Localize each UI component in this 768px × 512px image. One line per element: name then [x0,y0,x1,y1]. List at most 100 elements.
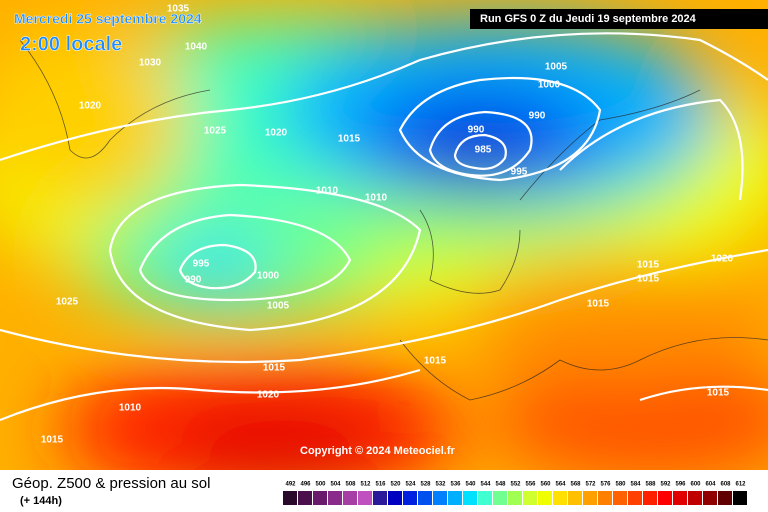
colorbar-label: 548 [495,482,506,488]
colorbar-swatch [508,491,522,505]
colorbar-swatch [343,491,357,505]
colorbar-swatch [553,491,567,505]
isobar-label: 1010 [316,186,339,197]
colorbar-swatch [433,491,447,505]
copyright: Copyright © 2024 Meteociel.fr [300,445,456,457]
colorbar-swatch [418,491,432,505]
isobar-label: 1030 [139,58,162,69]
colorbar-label: 560 [540,482,551,488]
isobar-label: 1010 [119,403,142,414]
colorbar-label: 552 [510,482,521,488]
isobar-label: 1015 [587,299,610,310]
colorbar-label: 532 [435,482,446,488]
colorbar-label: 568 [570,482,581,488]
colorbar-swatch [298,491,312,505]
colorbar-label: 604 [705,482,716,488]
colorbar-swatch [613,491,627,505]
isobar-label: 990 [468,125,485,136]
colorbar-label: 520 [390,482,401,488]
colorbar-swatch [328,491,342,505]
isobar-label: 1025 [56,297,79,308]
isobar-label: 1015 [424,356,447,367]
colorbar-swatch [403,491,417,505]
colorbar-label: 580 [615,482,626,488]
isobar-label: 1015 [637,260,660,271]
colorbar-swatch [358,491,372,505]
colorbar-swatch [583,491,597,505]
isobar-label: 1020 [265,128,288,139]
colorbar-swatch [598,491,612,505]
run-label: Run GFS 0 Z du Jeudi 19 septembre 2024 [480,13,697,25]
isobar-label: 1025 [204,126,227,137]
footer-title: Géop. Z500 & pression au sol [12,475,210,492]
isobar-label: 1015 [637,274,660,285]
footer-lead: (+ 144h) [20,495,62,507]
colorbar-swatch [688,491,702,505]
isobar-label: 1015 [263,363,286,374]
colorbar-label: 612 [735,482,746,488]
colorbar-label: 564 [555,482,566,488]
isobar-label: 995 [193,259,210,270]
colorbar-label: 528 [420,482,431,488]
isobar-label: 1010 [365,193,388,204]
colorbar-swatch [388,491,402,505]
isobar-label: 1015 [41,435,64,446]
colorbar-swatch [733,491,747,505]
colorbar-swatch [538,491,552,505]
colorbar-label: 584 [630,482,641,488]
isobar-label: 1015 [707,388,730,399]
colorbar-label: 572 [585,482,596,488]
colorbar-label: 512 [360,482,371,488]
colorbar-label: 496 [300,482,311,488]
colorbar-swatch [493,491,507,505]
colorbar-label: 592 [660,482,671,488]
isobar-label: 985 [475,145,492,156]
colorbar-swatch [628,491,642,505]
colorbar-swatch [373,491,387,505]
colorbar-swatch [718,491,732,505]
colorbar-label: 556 [525,482,536,488]
colorbar-label: 536 [450,482,461,488]
colorbar-swatch [448,491,462,505]
colorbar-label: 504 [330,482,341,488]
colorbar-swatch [673,491,687,505]
map [0,0,768,470]
isobar-label: 1015 [338,134,361,145]
isobar-label: 1035 [167,4,190,15]
colorbar-label: 516 [375,482,386,488]
colorbar-label: 540 [465,482,476,488]
colorbar-swatch [478,491,492,505]
run-box [470,9,768,29]
isobar-label: 1040 [185,42,208,53]
colorbar-label: 500 [315,482,326,488]
isobar-labels: 1035 1040 1030 1020 1025 1020 1015 1005 1000 990 9… [41,4,734,446]
colorbar-swatch [523,491,537,505]
isobar-label: 1020 [257,390,280,401]
colorbar-swatch [283,491,297,505]
colorbar-label: 544 [480,482,491,488]
colorbar-label: 508 [345,482,356,488]
time-label: 2:00 locale [20,33,122,55]
colorbar-label: 492 [285,482,296,488]
isobar-label: 1020 [711,254,734,265]
colorbar-label: 576 [600,482,611,488]
colorbar-label: 524 [405,482,416,488]
isobar-label: 1005 [267,301,290,312]
isobar-label: 1020 [79,101,102,112]
colorbar-label: 600 [690,482,701,488]
isobar-label: 995 [511,167,528,178]
colorbar: 492 496 500 504 508 512 516 520 524 528 532 536 540 5… [283,482,747,505]
colorbar-swatch [313,491,327,505]
isobar-label: 990 [529,111,546,122]
colorbar-label: 608 [720,482,731,488]
colorbar-swatch [643,491,657,505]
colorbar-swatch [568,491,582,505]
date-label: Mercredi 25 septembre 2024 [14,11,202,27]
isobar-label: 1000 [257,271,280,282]
isobar-label: 990 [185,275,202,286]
colorbar-swatch [658,491,672,505]
colorbar-label: 596 [675,482,686,488]
colorbar-swatch [463,491,477,505]
colorbar-swatch [703,491,717,505]
